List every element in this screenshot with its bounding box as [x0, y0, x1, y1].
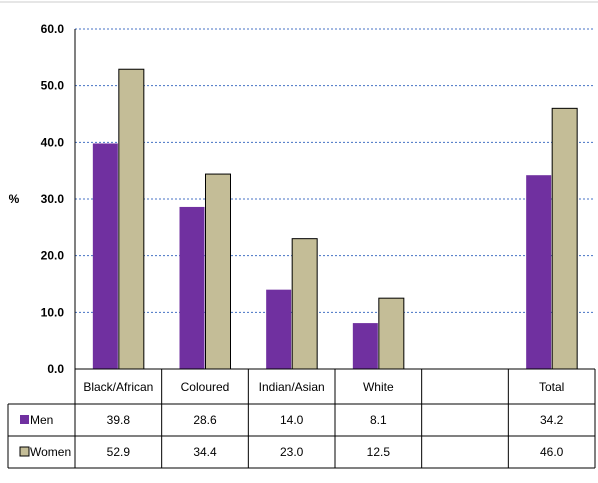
y-axis-label: % [9, 192, 20, 206]
data-label: 12.5 [367, 445, 391, 459]
data-label: 52.9 [107, 445, 131, 459]
bar-men [352, 323, 378, 369]
data-label: 46.0 [540, 445, 564, 459]
bar-women [551, 107, 578, 370]
data-label: 23.0 [280, 445, 304, 459]
data-label: 34.2 [540, 413, 564, 427]
bars [92, 68, 578, 370]
legend-label: Women [30, 445, 71, 459]
y-tick-label: 30.0 [41, 192, 65, 206]
y-axis-ticks: 0.0 10.0 20.0 30.0 40.0 50.0 60.0 [41, 22, 65, 376]
y-tick-label: 0.0 [47, 362, 64, 376]
y-tick-label: 50.0 [41, 79, 65, 93]
y-tick-label: 60.0 [41, 22, 65, 36]
bar-men [92, 143, 118, 369]
data-label: 39.8 [107, 413, 131, 427]
data-label: 8.1 [370, 413, 387, 427]
legend-label: Men [30, 413, 53, 427]
data-label: 14.0 [280, 413, 304, 427]
x-category-label: White [363, 380, 394, 394]
data-label: 28.6 [193, 413, 217, 427]
legend-key-women [19, 446, 30, 457]
bar-women [118, 68, 145, 370]
x-category-label: Indian/Asian [259, 380, 325, 394]
y-tick-label: 20.0 [41, 249, 65, 263]
bar-women [291, 238, 318, 370]
data-label: 34.4 [193, 445, 217, 459]
x-category-label: Black/African [83, 380, 153, 394]
bar-men [179, 206, 205, 369]
y-tick-label: 10.0 [41, 305, 65, 319]
data-table: Black/African Coloured Indian/Asian White To… [7, 368, 596, 469]
bar-men [526, 175, 552, 369]
y-tick-label: 40.0 [41, 135, 65, 149]
bar-men [266, 289, 292, 369]
x-category-label: Total [539, 380, 564, 394]
x-category-label: Coloured [181, 380, 230, 394]
bar-women [378, 297, 405, 370]
legend-key-men [20, 415, 29, 424]
gridlines [74, 28, 595, 369]
bar-women [205, 173, 231, 370]
